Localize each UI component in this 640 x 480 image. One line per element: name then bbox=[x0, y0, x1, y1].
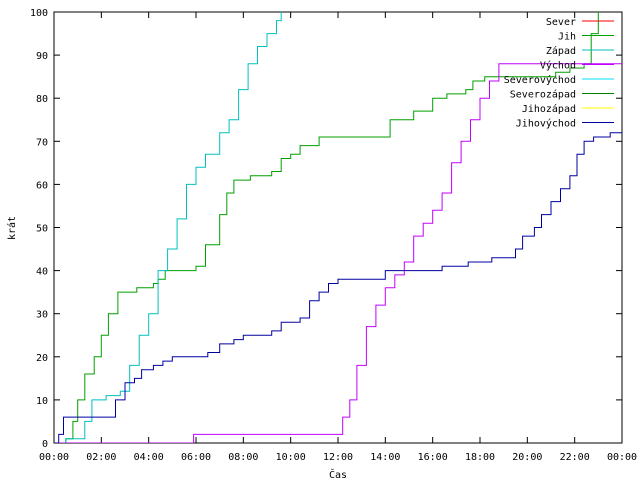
x-tick-label: 04:00 bbox=[134, 452, 164, 463]
series-line-jih bbox=[54, 12, 599, 443]
y-tick-label: 40 bbox=[36, 267, 48, 278]
y-tick-label: 20 bbox=[36, 353, 48, 364]
y-tick-label: 100 bbox=[30, 8, 48, 19]
x-tick-label: 22:00 bbox=[560, 452, 590, 463]
legend: Sever Jih Západ Východ Severovýchod Severozáp… bbox=[504, 17, 614, 130]
legend-label-jihozapad: Jihozápad bbox=[522, 103, 576, 115]
x-tick-label: 00:00 bbox=[39, 452, 69, 463]
y-tick-label: 70 bbox=[36, 137, 48, 148]
legend-label-jihovychod: Jihovýchod bbox=[516, 118, 576, 130]
y-axis: 0 10 20 30 40 50 60 70 80 90 100 bbox=[30, 8, 622, 450]
x-tick-label: 18:00 bbox=[465, 452, 495, 463]
legend-label-severovychod: Severovýchod bbox=[504, 74, 576, 86]
legend-label-sever: Sever bbox=[546, 17, 576, 28]
y-tick-label: 50 bbox=[36, 224, 48, 235]
x-tick-label: 20:00 bbox=[512, 452, 542, 463]
x-tick-label: 12:00 bbox=[323, 452, 353, 463]
y-tick-label: 30 bbox=[36, 310, 48, 321]
y-tick-label: 90 bbox=[36, 51, 48, 62]
x-tick-label: 02:00 bbox=[86, 452, 116, 463]
y-tick-label: 60 bbox=[36, 180, 48, 191]
x-axis-title: Čas bbox=[329, 468, 347, 480]
y-axis-title: krát bbox=[6, 216, 18, 240]
legend-label-jih: Jih bbox=[558, 32, 576, 43]
x-tick-label: 10:00 bbox=[276, 452, 306, 463]
legend-label-vychod: Východ bbox=[540, 60, 576, 72]
legend-label-zapad: Západ bbox=[546, 45, 576, 57]
legend-label-severozapad: Severozápad bbox=[510, 89, 576, 101]
y-tick-label: 80 bbox=[36, 94, 48, 105]
y-tick-label: 0 bbox=[42, 439, 48, 450]
y-tick-label: 10 bbox=[36, 396, 48, 407]
x-axis: 00:00 02:00 04:00 06:00 08:00 10:00 12:00 14:00… bbox=[39, 12, 637, 463]
series-line-jihovychod bbox=[54, 132, 622, 443]
x-tick-label: 16:00 bbox=[418, 452, 448, 463]
series-line-vychod bbox=[54, 63, 622, 443]
series-line-zapad bbox=[54, 12, 282, 443]
x-tick-label: 14:00 bbox=[370, 452, 400, 463]
x-tick-label: 06:00 bbox=[181, 452, 211, 463]
x-tick-label: 08:00 bbox=[228, 452, 258, 463]
x-tick-label: 00:00 bbox=[607, 452, 637, 463]
series-lines bbox=[54, 12, 622, 443]
